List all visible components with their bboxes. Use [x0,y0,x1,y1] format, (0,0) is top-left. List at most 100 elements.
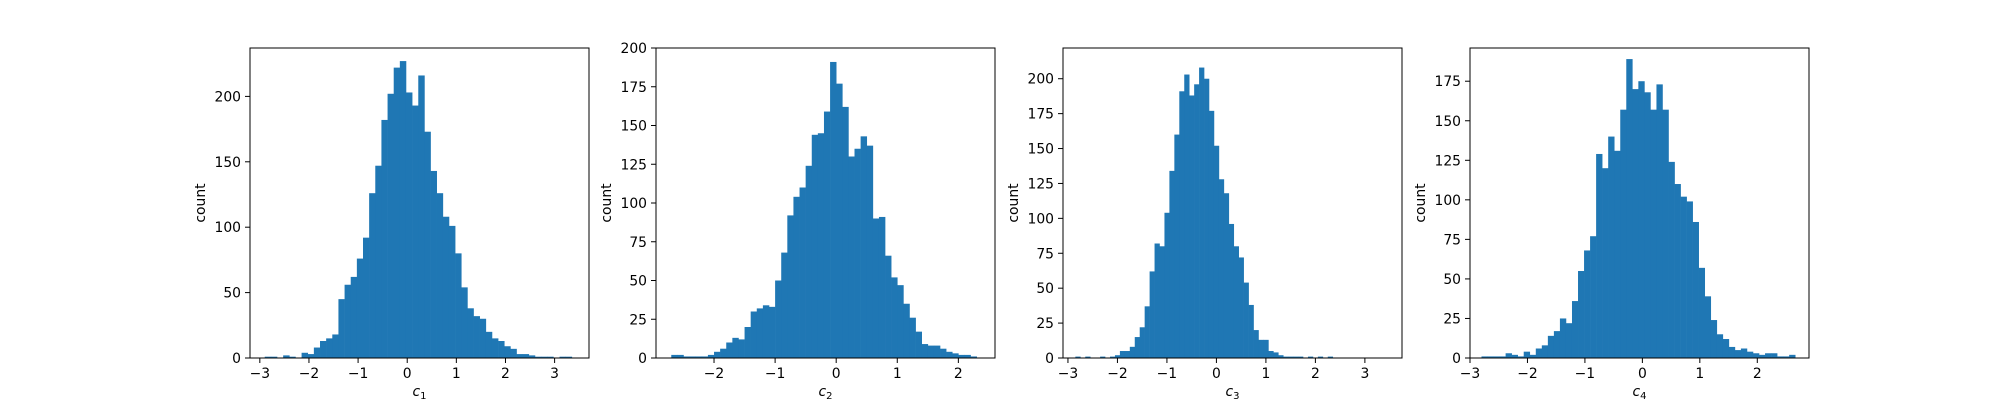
histogram-bar [528,355,536,358]
histogram-panel-4: −3 −2 −1 0 1 2 0 25 50 75 100 125 150 175 c4 count [1413,47,1810,400]
histogram-bar [418,75,425,358]
histogram-bar [720,348,727,358]
histogram-bar [1553,331,1561,358]
histogram-bar [885,255,892,358]
histogram-bar [1740,348,1748,358]
histogram-bar [498,341,505,358]
histogram-bar [1505,353,1512,358]
axes-frame [249,47,590,359]
histogram-bar [897,285,904,358]
y-tick-label: 50 [1036,281,1054,297]
histogram-bar [1626,59,1633,358]
histogram-bar [1765,353,1772,358]
histogram-bar [750,311,758,358]
histogram-bar [836,83,843,359]
histogram-bar [455,253,462,358]
histogram-bar [933,345,941,358]
histogram-bar [1228,223,1235,358]
y-tick-label: 200 [214,89,241,105]
histogram-bar [1238,257,1244,358]
histogram-bar [1085,356,1091,358]
histogram-bar [1590,236,1597,358]
histogram-bar [522,354,530,358]
histogram-bar [946,351,953,358]
histogram-bar [289,356,296,358]
histogram-bar [1614,150,1621,358]
histogram-bar [1493,356,1500,358]
y-tick-label: 150 [620,119,647,135]
x-tick-label: −2 [1107,366,1127,382]
histogram-bar [921,344,929,358]
histogram-bar [1571,301,1579,358]
histogram-bar [381,119,388,358]
y-axis-label: count [1006,183,1022,223]
x-tick-label: 1 [452,366,461,382]
histogram-bar [1233,246,1239,358]
histogram-bar [1253,330,1259,358]
histogram-bar [1662,109,1669,359]
histogram-bar [1100,356,1106,358]
histogram-bar [1584,250,1591,358]
histogram-bar [393,67,401,359]
histogram-bar [479,318,487,358]
histogram-bar [1179,91,1185,358]
x-tick-label: 2 [501,366,510,382]
histogram-bar [854,148,861,358]
y-tick-label: 175 [1434,74,1461,90]
x-tick-label: −3 [1058,366,1078,382]
histogram-bar [695,356,703,358]
histogram-bar [1632,89,1639,359]
histogram-bar [1644,92,1651,358]
histogram-bar [1680,196,1687,358]
histogram-bar [1159,246,1165,358]
histogram-bar [732,337,739,358]
histogram-bar [1293,356,1299,358]
histogram-bar [541,356,548,358]
histogram-bar [1154,243,1160,358]
histogram-bar [952,353,959,358]
histogram-bar [878,216,886,358]
x-axis-label: c2 [818,384,832,400]
histogram-bar [313,347,321,358]
x-axis-label-subscript: 1 [420,391,426,400]
histogram-bar [811,134,819,358]
y-tick-label: 100 [620,196,647,212]
histogram-bar [689,356,696,358]
histogram-bar [1511,354,1518,358]
y-tick-label: 50 [629,274,647,290]
histogram-bar [461,287,468,358]
y-tick-label: 125 [620,157,647,173]
histogram-bar [1213,145,1220,358]
histogram-bar [1710,320,1718,358]
histogram-bar [547,356,554,358]
histogram-bar [1248,304,1254,358]
x-axis-label-symbol: c [1225,384,1233,400]
histogram-bar [1650,109,1657,359]
histogram-bar [793,196,800,358]
histogram-bar [1317,356,1324,358]
histogram-bar [940,348,947,358]
histogram-bar [762,305,770,358]
histogram-bar [799,187,806,358]
y-tick-label: 100 [1434,193,1461,209]
x-tick-label: 0 [1638,366,1647,382]
x-axis-label-symbol: c [412,384,420,400]
x-tick-label: 1 [893,366,902,382]
y-tick-label: 0 [1452,351,1461,367]
axes-frame [1062,47,1403,359]
histogram-bar [671,354,678,358]
histogram-bar [424,131,431,358]
histogram-bar [964,354,971,358]
x-tick-label: −1 [765,366,785,382]
histogram-bar [1110,356,1116,358]
histogram-bar [775,280,782,358]
histogram-bar [1704,296,1712,358]
y-tick-label: 75 [1443,232,1461,248]
histogram-bar [467,308,474,358]
histogram-bar [1728,346,1736,358]
x-tick-label: −2 [299,366,319,382]
histogram-bar [1559,318,1567,358]
histogram-bar [473,316,480,358]
histogram-bar [442,216,450,358]
